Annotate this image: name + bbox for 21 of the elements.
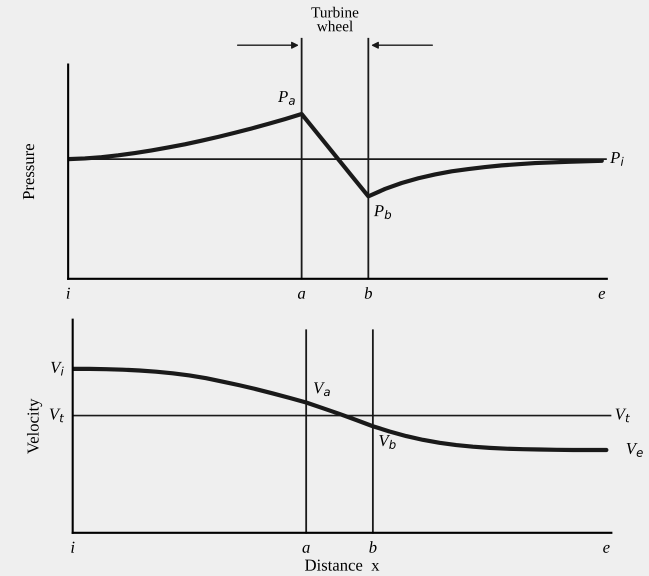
x-tick-label: a [298,290,306,299]
y-axis-title: Velocity [26,398,42,454]
annotation: V$_{i}$ [51,362,64,376]
annotation: V$_{e}$ [626,443,643,457]
annotation: V$_{b}$ [379,435,396,449]
x-tick-label: e [598,290,606,299]
x-tick-label: b [364,287,372,299]
x-tick-label: i [71,542,74,553]
x-tick-label: i [66,288,70,299]
x-tick-label: b [369,541,377,553]
y-axis-title: Pressure [23,144,34,200]
x-tick-label: a [302,544,310,553]
ref-line-label: P$_{i}$ [610,152,624,166]
annotation: P$_{b}$ [374,205,392,220]
x-tick-label: e [603,544,610,553]
ref-line-label: V$_{t}$ [616,408,630,422]
annotation: V$_{t}$ [50,408,64,422]
annotation: V$_{a}$ [314,382,330,396]
annotation: P$_{a}$ [278,91,295,105]
x-axis-title: Distance x [305,560,380,571]
chart-title: Turbine wheel [311,6,358,32]
